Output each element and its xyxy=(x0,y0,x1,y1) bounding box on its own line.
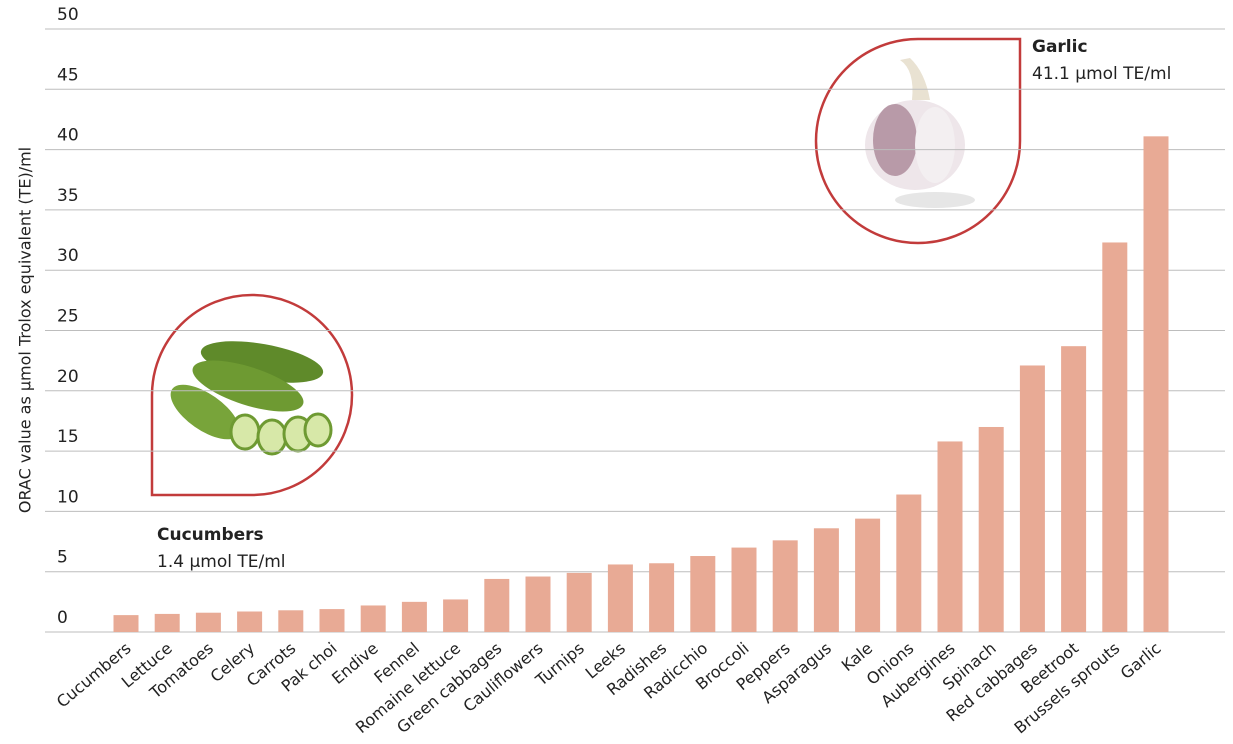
bar xyxy=(237,611,263,632)
y-tick-label: 35 xyxy=(57,186,79,206)
y-tick-label: 20 xyxy=(57,367,79,387)
bar xyxy=(1102,242,1128,632)
bar xyxy=(855,518,881,632)
y-tick-label: 15 xyxy=(57,427,79,447)
bar xyxy=(731,547,757,632)
bar xyxy=(896,494,922,632)
bar xyxy=(607,564,633,632)
annotation-title: Cucumbers xyxy=(157,525,264,545)
y-tick-label: 30 xyxy=(57,246,79,266)
cucumber-callout xyxy=(150,293,354,497)
y-tick-label: 40 xyxy=(57,126,79,146)
y-tick-label: 25 xyxy=(57,307,79,327)
y-tick-label: 45 xyxy=(57,65,79,85)
bar xyxy=(443,599,469,632)
bar xyxy=(937,441,963,632)
y-tick-label: 0 xyxy=(57,608,68,628)
bar xyxy=(113,615,139,632)
bar xyxy=(690,556,716,632)
y-tick-label: 5 xyxy=(57,548,68,568)
bar xyxy=(401,601,427,632)
bar xyxy=(978,426,1004,632)
bar xyxy=(154,613,180,632)
y-tick-label: 50 xyxy=(57,5,79,25)
bar xyxy=(566,572,592,632)
garlic-callout xyxy=(814,37,1022,245)
x-tick-label: Garlic xyxy=(1117,639,1165,683)
bar xyxy=(649,563,675,632)
annotation-text: 1.4 µmol TE/ml xyxy=(157,552,285,572)
bar xyxy=(360,605,386,632)
bar xyxy=(319,609,345,632)
bar xyxy=(1061,346,1087,632)
y-axis-label: ORAC value as µmol Trolox equivalent (TE… xyxy=(16,147,35,513)
bar xyxy=(195,612,221,632)
bar xyxy=(772,540,798,632)
bar xyxy=(1019,365,1045,632)
annotation-title: Garlic xyxy=(1032,37,1088,57)
bar xyxy=(525,576,551,632)
bar xyxy=(1143,136,1169,633)
bar xyxy=(484,578,510,632)
annotation-text: 41.1 µmol TE/ml xyxy=(1032,64,1171,84)
x-tick-label: Endive xyxy=(328,639,382,688)
bar xyxy=(813,528,839,632)
bar xyxy=(278,610,304,632)
y-tick-label: 10 xyxy=(57,487,79,507)
